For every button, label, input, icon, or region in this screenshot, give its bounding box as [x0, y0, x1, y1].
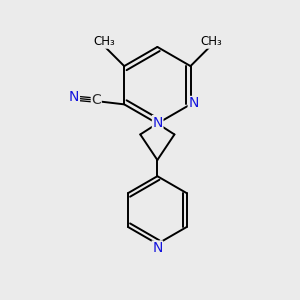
Text: N: N — [188, 97, 199, 110]
Text: N: N — [69, 90, 79, 104]
Text: N: N — [152, 241, 163, 255]
Text: CH₃: CH₃ — [94, 35, 116, 48]
Text: C: C — [92, 93, 101, 107]
Text: N: N — [152, 116, 163, 130]
Text: CH₃: CH₃ — [200, 35, 222, 48]
